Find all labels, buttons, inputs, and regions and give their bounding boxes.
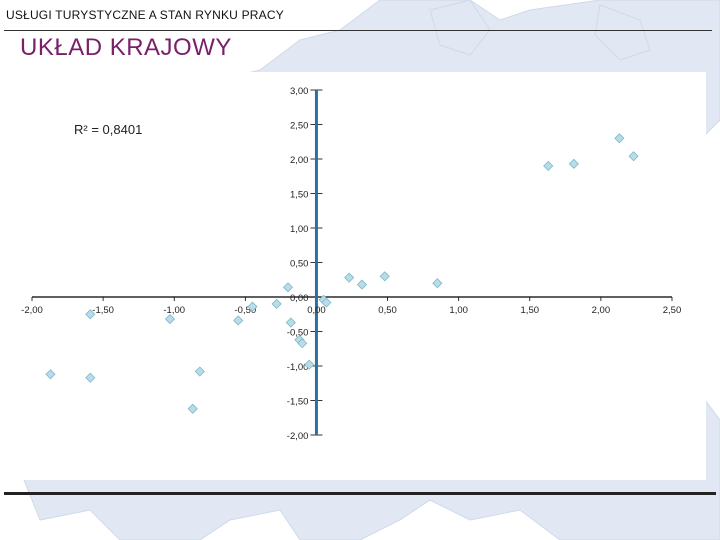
y-tick-labels: 3,00 2,50 2,00 1,50 1,00 0,50 0,00 -0,50 -1,00 -1… [287, 86, 309, 442]
data-point [233, 315, 244, 326]
data-point [85, 309, 96, 320]
data-point [568, 158, 579, 169]
grid-lines [31, 89, 673, 436]
y-tick-label: -2,00 [287, 431, 309, 442]
data-point [614, 133, 625, 144]
data-point [356, 279, 368, 290]
scatter-chart: 3,00 2,50 2,00 1,50 1,00 0,50 0,00 -0,50 -1,00 -1… [21, 86, 681, 442]
x-tick-label: 2,50 [663, 305, 682, 316]
x-tick-label: -0,50 [235, 305, 257, 316]
x-tick-label: 2,00 [592, 305, 611, 316]
axes [32, 90, 672, 435]
page-title: UKŁAD KRAJOWY [20, 34, 232, 61]
data-point [85, 372, 96, 383]
header-divider [4, 30, 712, 31]
y-tick-label: 3,00 [290, 86, 309, 97]
r-squared-annotation: R² = 0,8401 [74, 122, 142, 137]
data-point [194, 366, 205, 377]
y-tick-label: 1,50 [290, 190, 309, 201]
x-tick-label: -1,50 [92, 305, 114, 316]
data-point [628, 151, 639, 162]
data-point [543, 160, 554, 171]
x-tick-label: 1,50 [521, 305, 540, 316]
data-point [247, 301, 258, 312]
data-point [304, 359, 315, 370]
x-tick-label: 0,00 [307, 305, 326, 316]
header-text: USŁUGI TURYSTYCZNE A STAN RYNKU PRACY [6, 8, 284, 22]
x-tick-label: -1,00 [163, 305, 185, 316]
data-point [187, 403, 198, 414]
x-tick-labels: -2,00 -1,50 -1,00 -0,50 0,00 0,50 1,00 1,50 2,00… [21, 305, 681, 316]
x-tick-label: -2,00 [21, 305, 43, 316]
chart-panel: 3,00 2,50 2,00 1,50 1,00 0,50 0,00 -0,50 -1,00 -1… [18, 72, 706, 480]
y-tick-label: 2,00 [290, 155, 309, 166]
y-tick-label: -1,00 [287, 362, 309, 373]
data-point [271, 298, 282, 309]
y-tick-label: 1,00 [290, 224, 309, 235]
data-point [379, 271, 390, 282]
data-point [285, 317, 296, 328]
data-point [164, 314, 176, 325]
data-point [45, 369, 56, 380]
x-tick-label: 1,00 [449, 305, 468, 316]
data-point [432, 278, 443, 289]
data-point [321, 297, 332, 308]
x-tick-label: 0,50 [378, 305, 397, 316]
y-tick-label: 0,00 [290, 293, 309, 304]
data-point [344, 272, 355, 283]
data-points [45, 133, 639, 414]
y-tick-label: -0,50 [287, 328, 309, 339]
y-tick-label: 0,50 [290, 259, 309, 270]
data-point [282, 282, 294, 293]
y-tick-label: -1,50 [287, 397, 309, 408]
data-point [297, 338, 308, 349]
y-tick-label: 2,50 [290, 121, 309, 132]
footer-divider [4, 492, 716, 495]
